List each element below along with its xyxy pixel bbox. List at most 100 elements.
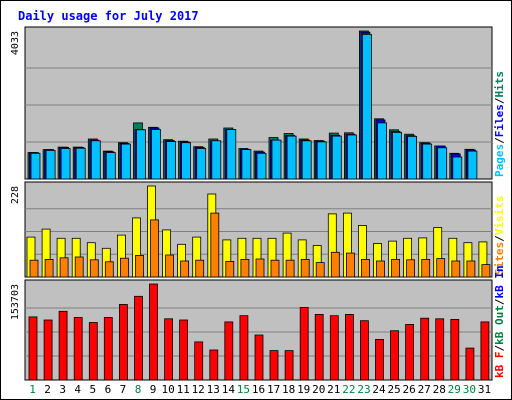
bar [58,310,68,381]
legend-item: Files [493,104,506,137]
bar [300,258,310,278]
x-tick-label: 7 [120,383,127,396]
bar [301,140,312,180]
legend-item: Sites [493,242,506,275]
bar [467,150,478,180]
bar [407,135,418,180]
bar [436,258,446,278]
bar [465,347,475,381]
x-tick-label: 12 [192,383,205,396]
bar [225,260,235,278]
bar [180,260,190,278]
bar [104,261,114,278]
bar [316,141,327,180]
x-tick-label: 3 [59,383,66,396]
bar [315,262,325,278]
bar [329,315,339,381]
bar [375,338,384,381]
x-tick-label: 23 [357,383,370,396]
bar [241,149,252,180]
bar [210,212,220,278]
bar [88,322,98,381]
bar [149,283,158,381]
bar [345,252,355,278]
bar [254,334,264,381]
x-tick-label: 18 [282,383,295,396]
legend-item: / [493,97,506,104]
bar [405,323,415,381]
legend-top: Pages/Files/Hits [493,71,506,177]
x-tick-label: 31 [478,383,491,396]
bar [196,148,207,180]
x-tick-label: 5 [89,383,96,396]
bar [73,317,83,381]
bar [74,256,84,278]
bar [136,129,146,180]
x-tick-label: 2 [44,383,51,396]
bar [406,259,416,278]
bar [75,147,86,180]
bar [270,259,280,278]
legend-item: Pages [493,144,506,177]
x-tick-label: 14 [222,383,236,396]
bar [165,254,175,278]
bar [135,254,144,278]
x-axis-labels: 1 2 3 4 5 6 7 8 9 10 11 12 13 14 15 16 17 18 19 20 21 22 23 24 2… [29,383,491,396]
bar [286,135,297,180]
x-tick-label: 27 [418,383,431,396]
bar [299,307,309,381]
bar [269,350,279,381]
legend-middle: Sites/Visits [493,196,506,276]
bar [421,258,431,278]
bar [45,149,56,180]
bar [360,258,370,278]
bar [209,349,219,381]
x-tick-label: 17 [267,383,280,396]
bar [119,303,128,381]
bar [481,264,491,278]
x-tick-label: 28 [433,383,446,396]
bar [359,320,369,381]
max-label: 228 [10,186,21,204]
bar [284,350,294,381]
bar [195,259,205,278]
chart-panels: 4033 228 153703 [10,26,493,381]
x-tick-label: 19 [297,383,310,396]
bar [330,251,340,278]
bar [59,257,69,278]
bar [285,259,295,278]
legend-item: kB In [493,265,506,298]
bar [226,129,237,180]
bar [90,140,101,180]
legend-item: / [493,235,506,242]
panel-bottom: 153703 [10,279,493,381]
bar [390,330,399,381]
bar [256,152,267,180]
x-tick-label: 11 [177,383,190,396]
bar [376,260,385,278]
bar [331,135,342,180]
x-tick-label: 1 [29,383,36,396]
bar [391,258,400,278]
bar [466,260,476,278]
bar [239,315,249,381]
x-tick-label: 9 [150,383,157,396]
bar [224,321,234,381]
x-tick-label: 22 [342,383,355,396]
bar [43,319,53,381]
bar [422,143,433,180]
legend-bottom: kB F/kB Out/kB In [493,265,506,378]
series-kb-out [28,283,490,381]
bar [103,317,113,381]
bar [150,219,159,278]
legend-item: / [493,345,506,352]
legend-item: kB F [493,352,506,379]
bar [450,318,460,381]
x-tick-label: 10 [161,383,174,396]
x-tick-label: 8 [135,383,142,396]
bar [314,313,324,381]
bar [44,258,54,278]
bar [437,147,448,180]
